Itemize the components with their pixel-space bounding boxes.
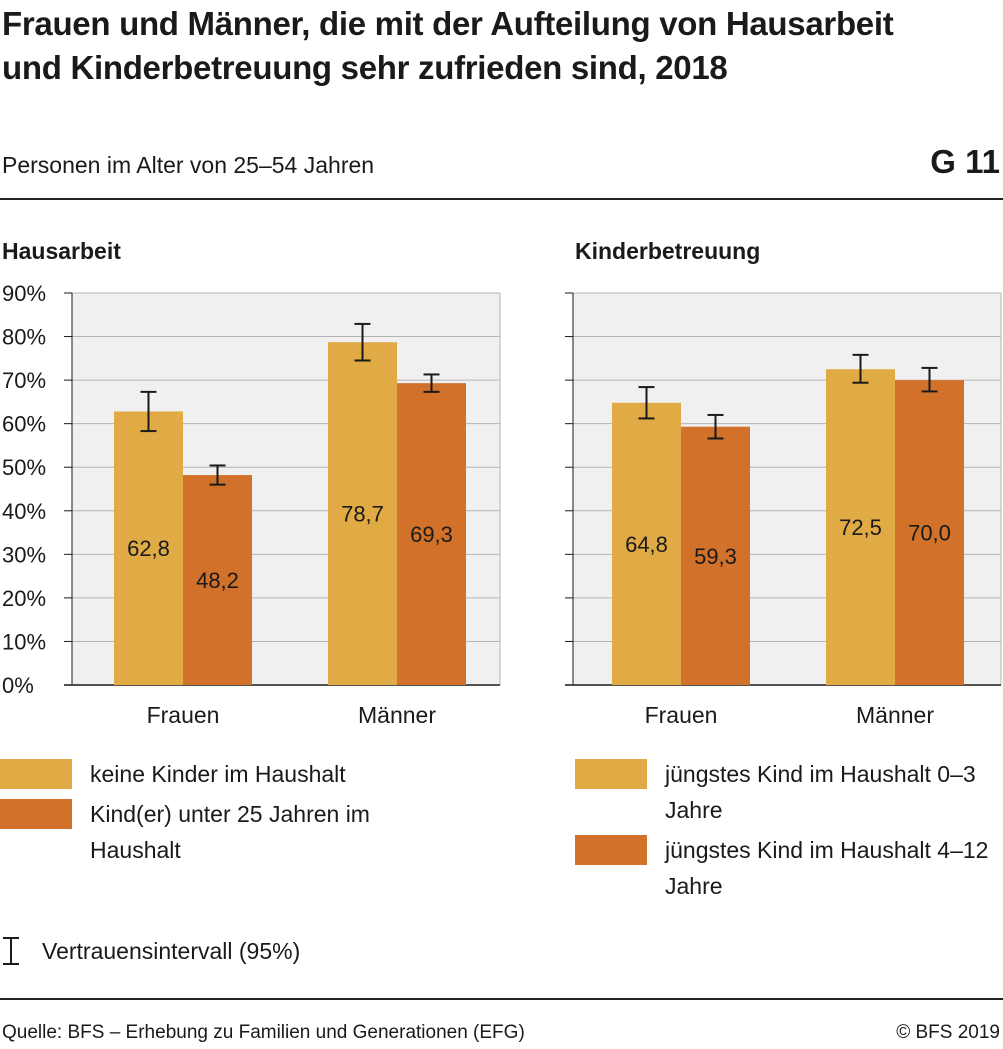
copyright-note: © BFS 2019 [896, 1022, 1000, 1043]
panel-title-hausarbeit: Hausarbeit [2, 238, 121, 264]
y-tick-label: 0% [2, 673, 34, 698]
panel-title-kinderbetreuung: Kinderbetreuung [575, 238, 761, 264]
legend-item-youngest-0-3: jüngstes Kind im Haushalt 0–3 Jahre [575, 756, 995, 828]
legend-swatch-series1 [575, 759, 647, 789]
y-tick-label: 10% [2, 629, 46, 654]
data-label: 78,7 [341, 502, 384, 527]
x-tick-label: Frauen [147, 702, 220, 728]
y-tick-label: 50% [2, 455, 46, 480]
y-tick-label: 40% [2, 499, 46, 524]
chart-title: Frauen und Männer, die mit der Aufteilun… [2, 5, 894, 86]
error-bar-icon [3, 937, 19, 965]
ci-label: Vertrauensintervall (95%) [42, 938, 301, 964]
bar [826, 369, 895, 685]
legend-item-children-under-25: Kind(er) unter 25 Jahren im Haushalt [0, 796, 420, 868]
legend-confidence-interval: Vertrauensintervall (95%) [0, 933, 420, 969]
bar [612, 402, 681, 685]
legend-label: keine Kinder im Haushalt [90, 761, 346, 787]
chart-subtitle: Personen im Alter von 25–54 Jahren [2, 152, 375, 178]
legend-item-youngest-4-12: jüngstes Kind im Haushalt 4–12 Jahre [575, 832, 995, 904]
data-label: 70,0 [908, 521, 951, 546]
y-tick-label: 30% [2, 542, 46, 567]
legend-swatch-series2 [0, 799, 72, 829]
x-tick-label: Männer [358, 702, 436, 728]
chart-hausarbeit: 0% 10% 20% 30% 40% 50% 60% 70% 80% 90% 62,8 48,2 Fra… [2, 281, 501, 728]
chart-kinderbetreuung: 64,8 59,3 Frauen 72,5 70,0 Männer [565, 292, 1002, 728]
legend-label: jüngstes Kind im Haushalt 4–12 Jahre [665, 837, 989, 899]
bar [895, 380, 964, 685]
data-label: 72,5 [839, 515, 882, 540]
bar [328, 342, 397, 685]
bar [681, 426, 750, 685]
y-tick-label: 20% [2, 586, 46, 611]
legend-item-no-children: keine Kinder im Haushalt [0, 756, 420, 792]
y-tick-label: 60% [2, 412, 46, 437]
data-label: 64,8 [625, 532, 668, 557]
chart-code: G 11 [930, 143, 1000, 180]
bar [114, 411, 183, 685]
x-tick-label: Frauen [645, 702, 718, 728]
bar [183, 475, 252, 685]
legend-kinderbetreuung: jüngstes Kind im Haushalt 0–3 Jahre jüng… [575, 756, 995, 908]
y-tick-label: 80% [2, 325, 46, 350]
legend-label: Kind(er) unter 25 Jahren im Haushalt [90, 801, 370, 863]
data-label: 48,2 [196, 568, 239, 593]
data-label: 69,3 [410, 522, 453, 547]
data-label: 59,3 [694, 544, 737, 569]
source-note: Quelle: BFS – Erhebung zu Familien und G… [2, 1022, 525, 1043]
x-tick-label: Männer [856, 702, 934, 728]
top-rule [0, 198, 1003, 200]
bottom-rule [0, 998, 1003, 1000]
legend-swatch-series1 [0, 759, 72, 789]
legend-swatch-series2 [575, 835, 647, 865]
y-tick-label: 70% [2, 368, 46, 393]
bar [397, 383, 466, 685]
data-label: 62,8 [127, 536, 170, 561]
y-tick-label: 90% [2, 281, 46, 306]
legend-label: jüngstes Kind im Haushalt 0–3 Jahre [665, 761, 976, 823]
legend-hausarbeit: keine Kinder im Haushalt Kind(er) unter … [0, 756, 420, 872]
